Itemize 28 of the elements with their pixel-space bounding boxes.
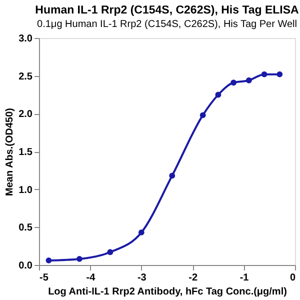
point	[276, 71, 283, 78]
x-tick-label: -2	[188, 272, 198, 284]
point	[138, 230, 144, 236]
chart-title: Human IL-1 Rrp2 (C154S, C262S), His Tag ELISA	[35, 4, 299, 16]
x-tick-label: 0	[290, 272, 296, 284]
point	[215, 92, 222, 98]
point	[200, 112, 206, 118]
y-tick-label: 2.0	[18, 109, 33, 120]
y-tick-label: 0.5	[18, 222, 33, 234]
x-axis-title: Log Anti-IL-1 Rrp2 Antibody, hFc Tag Conc.(μg/ml)	[48, 286, 287, 298]
x-tick-label: -1	[240, 272, 250, 284]
x-tick-label: -4	[86, 272, 96, 284]
y-axis-title: Mean Abs.(OD450)	[4, 108, 16, 196]
point	[230, 80, 237, 86]
point	[261, 71, 268, 78]
y-tick-label: 3.0	[18, 34, 33, 44]
point	[46, 258, 52, 264]
x-tick-label: -5	[40, 272, 49, 284]
y-tick-label: 1.5	[18, 147, 33, 158]
y-tick-label: 1.0	[18, 184, 33, 196]
y-tick-label: 2.5	[18, 71, 33, 82]
chart-subtitle: 0.1μg Human IL-1 Rrp2 (C154S, C262S), His Tag Per Well	[37, 19, 297, 30]
point	[107, 249, 114, 256]
point	[246, 77, 252, 84]
point	[169, 172, 176, 179]
y-tick-label: 0.0	[18, 260, 33, 272]
x-tick-label: -3	[137, 272, 147, 284]
point	[76, 256, 82, 262]
